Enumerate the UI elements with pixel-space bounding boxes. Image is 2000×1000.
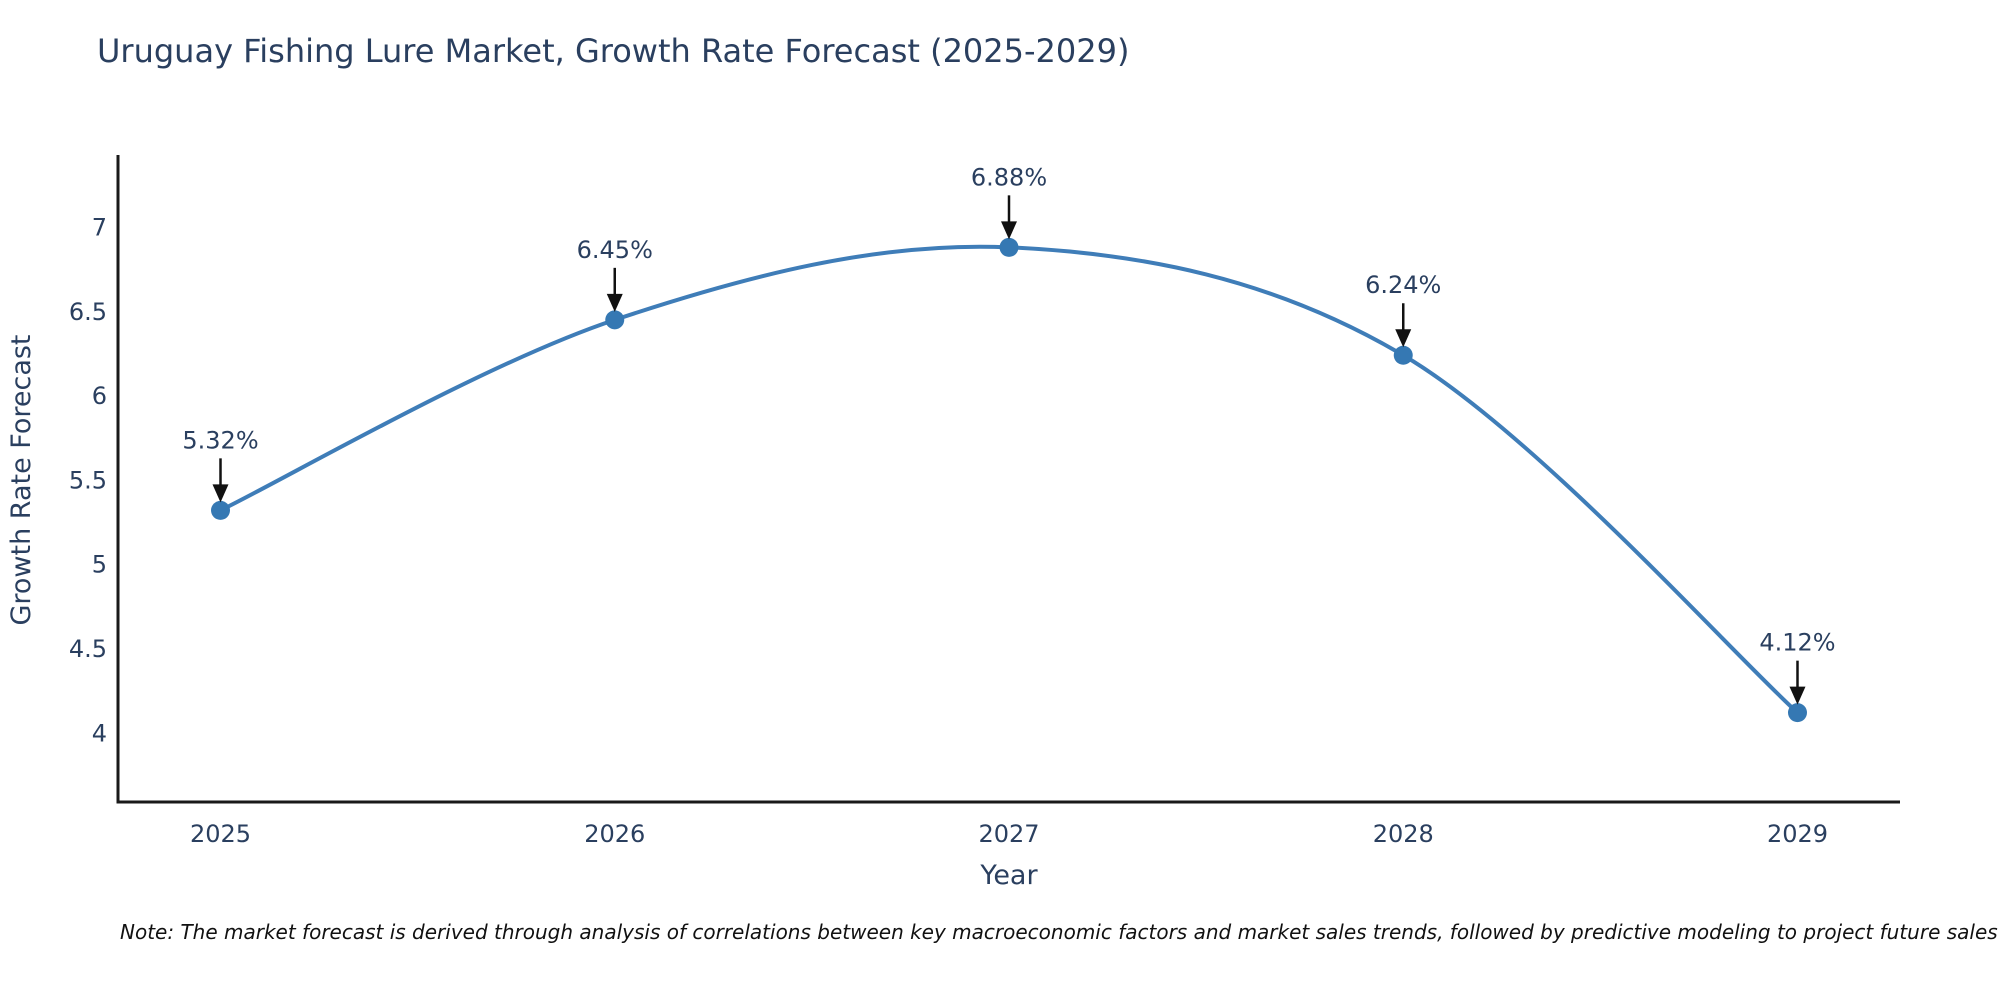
- y-tick-label: 4.5: [69, 635, 107, 663]
- data-point-marker: [999, 237, 1019, 257]
- annotation-label: 6.45%: [577, 236, 653, 264]
- footnote: Note: The market forecast is derived thr…: [120, 920, 1998, 944]
- y-tick-label: 4: [92, 719, 107, 747]
- annotation-label: 5.32%: [182, 426, 258, 454]
- y-tick-label: 6.5: [69, 298, 107, 326]
- data-point-marker: [1787, 703, 1807, 723]
- y-tick-label: 5.5: [69, 466, 107, 494]
- y-tick-label: 7: [92, 214, 107, 242]
- y-tick-label: 6: [92, 382, 107, 410]
- x-axis-title: Year: [979, 860, 1038, 891]
- annotation-label: 4.12%: [1759, 629, 1835, 657]
- annotation-arrow-head: [212, 484, 229, 503]
- annotation-label: 6.88%: [971, 163, 1047, 191]
- annotation-arrow-head: [606, 293, 623, 312]
- chart-title: Uruguay Fishing Lure Market, Growth Rate…: [97, 32, 1130, 70]
- data-point-marker: [605, 310, 625, 330]
- annotation-arrow-head: [1395, 329, 1412, 348]
- annotation-arrow-head: [1001, 221, 1017, 240]
- x-tick-label: 2028: [1373, 820, 1434, 848]
- data-point-marker: [1393, 345, 1413, 365]
- x-tick-label: 2027: [978, 820, 1039, 848]
- x-tick-label: 2026: [584, 820, 645, 848]
- data-point-marker: [211, 500, 231, 520]
- annotation-label: 6.24%: [1365, 271, 1441, 299]
- annotation-arrow-head: [1789, 686, 1806, 705]
- x-tick-label: 2025: [190, 820, 251, 848]
- y-axis-title: Growth Rate Forecast: [6, 334, 37, 625]
- x-tick-label: 2029: [1767, 820, 1828, 848]
- y-tick-label: 5: [92, 551, 107, 579]
- line-series: [219, 244, 1799, 715]
